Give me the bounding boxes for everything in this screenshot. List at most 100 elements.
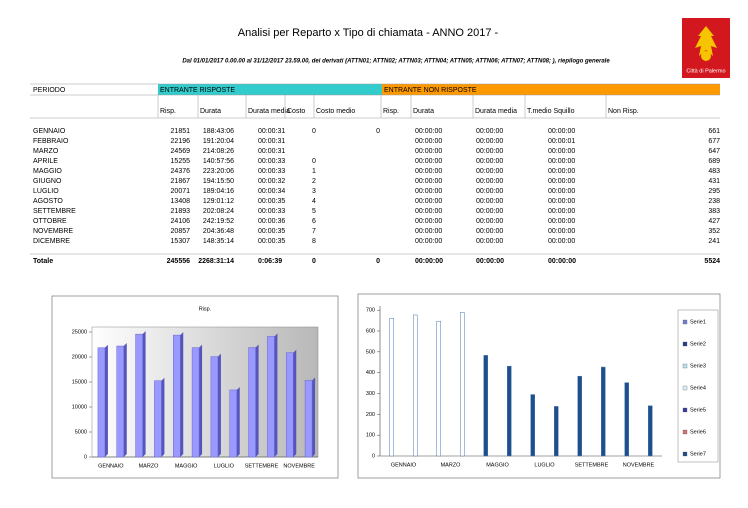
table-cell: 00:00:00 (548, 188, 575, 195)
table-cell: 00:00:31 (258, 138, 285, 145)
y-tick-label: 0 (84, 454, 87, 460)
legend-swatch (682, 407, 688, 413)
column-header: Costo medio (316, 108, 355, 115)
table-cell: 295 (708, 188, 720, 195)
x-tick-label: NOVEMBRE (623, 462, 655, 468)
table-cell: 689 (708, 158, 720, 165)
table-cell: 00:00:32 (258, 178, 285, 185)
x-tick-label: MAGGIO (486, 462, 509, 468)
x-tick-label: LUGLIO (214, 463, 235, 469)
column-header: Durata media (248, 108, 290, 115)
bar (97, 347, 106, 458)
legend-swatch (682, 319, 688, 325)
table-cell: 0 (312, 128, 316, 135)
table-cell: 00:00:34 (258, 188, 285, 195)
table-cell: 00:00:35 (258, 228, 285, 235)
group-header: ENTRANTE NON RISPOSTE (384, 87, 477, 94)
table-cell: 0:06:39 (258, 258, 282, 265)
table-cell: 20857 (171, 228, 191, 235)
group-header: PERIODO (33, 87, 66, 94)
bar (154, 380, 162, 458)
bar (507, 365, 512, 457)
bar (304, 380, 313, 458)
y-tick-label: 200 (366, 412, 375, 418)
table-cell: 15307 (171, 238, 191, 245)
table-cell: 24376 (171, 168, 191, 175)
bar (460, 312, 465, 457)
table-cell: 191:20:04 (203, 138, 234, 145)
period-cell: DICEMBRE (33, 238, 70, 245)
legend-label: Serie4 (690, 385, 706, 391)
table-cell: 22196 (171, 138, 191, 145)
column-header: Durata media (475, 108, 517, 115)
table-cell: 647 (708, 148, 720, 155)
bar (248, 347, 256, 458)
table-cell: 238 (708, 198, 720, 205)
table-cell: 661 (708, 128, 720, 135)
table-cell: 483 (708, 168, 720, 175)
bar-side (142, 331, 146, 457)
table-cell: 129:01:12 (203, 198, 234, 205)
bar (173, 334, 181, 458)
period-cell: Totale (33, 258, 53, 265)
table-cell: 00:00:00 (476, 138, 503, 145)
table-cell: 24106 (171, 218, 191, 225)
table-cell: 00:00:00 (415, 258, 443, 265)
table-cell: 00:00:00 (415, 228, 442, 235)
table-cell: 00:00:33 (258, 168, 285, 175)
group-header: ENTRANTE RISPOSTE (160, 87, 235, 94)
table-cell: 00:00:00 (476, 258, 504, 265)
table-cell: 0 (376, 128, 380, 135)
x-tick-label: GENNAIO (391, 462, 417, 468)
y-tick-label: 15000 (72, 379, 87, 385)
y-tick-label: 700 (366, 308, 375, 314)
table-cell: 2 (312, 178, 316, 185)
table-cell: 188:43:06 (203, 128, 234, 135)
period-cell: FEBBRAIO (33, 138, 69, 145)
table-cell: 00:00:00 (548, 258, 576, 265)
table-cell: 00:00:00 (415, 238, 442, 245)
legend-label: Serie5 (690, 407, 706, 413)
period-cell: GENNAIO (33, 128, 66, 135)
bar-side (180, 332, 184, 457)
bar-side (312, 377, 316, 457)
table-cell: 0 (312, 258, 316, 265)
table-cell: 8 (312, 238, 316, 245)
legend-label: Serie7 (690, 451, 706, 457)
table-cell: 20071 (171, 188, 191, 195)
table-cell: 00:00:00 (476, 218, 503, 225)
table-cell: 00:00:33 (258, 208, 285, 215)
table-cell: 00:00:35 (258, 238, 285, 245)
column-header: Costo (287, 108, 305, 115)
table-cell: 00:00:00 (415, 168, 442, 175)
legend-label: Serie2 (690, 341, 706, 347)
y-tick-label: 0 (372, 453, 375, 459)
column-header: Non Risp. (608, 108, 639, 115)
table-cell: 21851 (171, 128, 191, 135)
table-cell: 4 (312, 198, 316, 205)
table-cell: 3 (312, 188, 316, 195)
table-cell: 00:00:31 (258, 148, 285, 155)
y-tick-label: 300 (366, 391, 375, 397)
x-tick-label: GENNAIO (98, 463, 124, 469)
legend-swatch (682, 341, 688, 347)
period-cell: NOVEMBRE (33, 228, 73, 235)
period-cell: MARZO (33, 148, 59, 155)
table-cell: 0 (312, 158, 316, 165)
table-cell: 00:00:36 (258, 218, 285, 225)
chart-title: Risp. (199, 306, 212, 312)
table-cell: 00:00:00 (415, 208, 442, 215)
table-cell: 00:00:00 (476, 188, 503, 195)
bar (135, 333, 143, 458)
y-tick-label: 10000 (72, 404, 87, 410)
report-title: Analisi per Reparto x Tipo di chiamata -… (238, 27, 499, 39)
logo-text: Città di Palermo (686, 68, 725, 74)
table-cell: 00:00:33 (258, 158, 285, 165)
table-cell: 1 (312, 168, 316, 175)
table-cell: 242:19:52 (203, 218, 234, 225)
y-tick-label: 25000 (72, 329, 87, 335)
table-cell: 00:00:00 (476, 228, 503, 235)
column-header: Risp. (160, 108, 176, 115)
table-cell: 140:57:56 (203, 158, 234, 165)
table-cell: 2268:31:14 (198, 258, 234, 265)
